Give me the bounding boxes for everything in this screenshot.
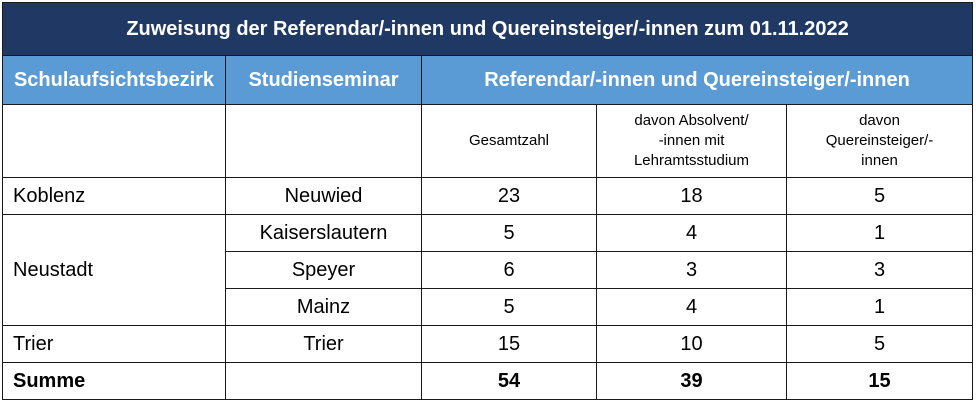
header-district: Schulaufsichtsbezirk	[2, 55, 226, 105]
career-changers-cell: 5	[785, 325, 974, 363]
table-row: Trier Trier 15 10 5	[2, 325, 974, 363]
graduates-cell: 4	[596, 288, 787, 326]
title-row: Zuweisung der Referendar/-innen und Quer…	[1, 2, 974, 56]
career-changers-cell: 1	[785, 288, 974, 326]
sum-label: Summe	[2, 362, 226, 400]
table-row: Speyer 6 3 3	[3, 251, 974, 289]
header-group: Referendar/-innen und Quereinsteiger/-in…	[420, 55, 974, 105]
total-cell: 5	[421, 288, 597, 326]
table-row: Neustadt Kaiserslautern 5 4 1	[2, 214, 974, 326]
seminar-cell: Kaiserslautern	[225, 214, 422, 252]
seminar-cell: Trier	[225, 325, 422, 363]
sum-row: Summe 54 39 15	[2, 362, 974, 400]
subheader-graduates: davon Absolvent/ -innen mit Lehramtsstud…	[596, 104, 787, 178]
district-cell: Koblenz	[2, 177, 226, 215]
total-cell: 6	[421, 251, 597, 289]
subheader-empty-seminar	[225, 104, 422, 178]
sum-graduates: 39	[596, 362, 787, 400]
subheader-total: Gesamtzahl	[421, 104, 597, 178]
career-changers-cell: 3	[785, 251, 974, 289]
graduates-cell: 4	[596, 214, 787, 252]
seminar-cell: Speyer	[225, 251, 422, 289]
header-row: Schulaufsichtsbezirk Studienseminar Refe…	[2, 55, 974, 105]
header-seminar: Studienseminar	[225, 55, 422, 105]
total-cell: 23	[421, 177, 597, 215]
district-cell: Trier	[2, 325, 226, 363]
subheader-empty-district	[2, 104, 226, 178]
graduates-cell: 10	[596, 325, 787, 363]
sum-total: 54	[421, 362, 597, 400]
table-title: Zuweisung der Referendar/-innen und Quer…	[1, 2, 974, 56]
career-changers-cell: 1	[785, 214, 974, 252]
district-cell: Neustadt	[2, 214, 226, 326]
graduates-cell: 3	[596, 251, 787, 289]
seminar-cell: Neuwied	[225, 177, 422, 215]
subheader-row: Gesamtzahl davon Absolvent/ -innen mit L…	[2, 104, 974, 178]
assignment-table: Zuweisung der Referendar/-innen und Quer…	[1, 2, 974, 400]
graduates-cell: 18	[596, 177, 787, 215]
total-cell: 15	[421, 325, 597, 363]
seminar-cell: Mainz	[225, 288, 422, 326]
career-changers-cell: 5	[785, 177, 974, 215]
table-row: Mainz 5 4 1	[3, 288, 974, 326]
sum-empty-seminar	[225, 362, 422, 400]
subheader-career-changers: davon Quereinsteiger/- innen	[785, 104, 974, 178]
total-cell: 5	[421, 214, 597, 252]
table-row: Koblenz Neuwied 23 18 5	[2, 177, 974, 215]
sum-career-changers: 15	[785, 362, 974, 400]
